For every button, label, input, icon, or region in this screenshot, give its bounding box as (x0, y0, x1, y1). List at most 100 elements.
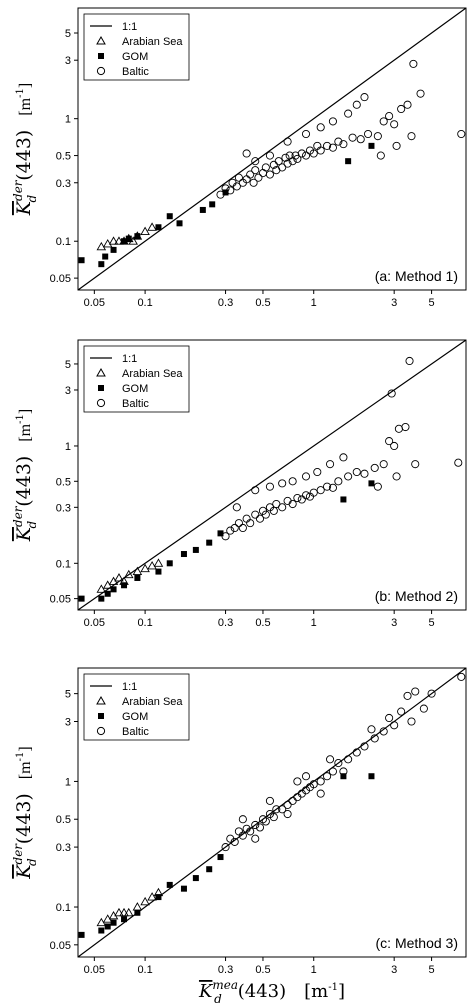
arabian-sea-point (147, 222, 157, 231)
baltic-point (283, 800, 292, 809)
baltic-point (246, 519, 255, 528)
baltic-point (246, 827, 255, 836)
legend-triangle-symbol (96, 367, 106, 377)
plot-frame (77, 667, 467, 958)
legend-label: Baltic (122, 398, 149, 410)
baltic-point (339, 140, 348, 149)
gom-point (102, 253, 109, 260)
baltic-point (403, 100, 412, 109)
panel-2: 0.05 0.1 0.3 0.5 1 3 5 0.05 0.1 0.3 0.5 1 3 5 1:1 Arabi… (50, 339, 467, 629)
x-tick-label: 0.5 (255, 964, 270, 976)
y-tick-label: 0.5 (56, 476, 71, 488)
legend: 1:1 Arabian Sea GOM Baltic (83, 13, 190, 81)
gom-point (121, 582, 128, 589)
baltic-point (407, 717, 416, 726)
gom-point (340, 773, 347, 780)
baltic-point (344, 755, 353, 764)
arabian-sea-point (114, 236, 124, 245)
baltic-point (265, 482, 274, 491)
baltic-point (301, 772, 311, 781)
baltic-point (238, 831, 247, 840)
legend: 1:1 Arabian Sea GOM Baltic (83, 673, 190, 741)
baltic-point (316, 146, 325, 155)
legend-circle-symbol (96, 726, 106, 736)
legend: 1:1 Arabian Sea GOM Baltic (83, 345, 190, 413)
baltic-point (390, 441, 399, 451)
baltic-point (309, 780, 318, 789)
baltic-point (316, 789, 325, 798)
y-tick-label: 1 (65, 776, 71, 788)
gom-point (166, 560, 173, 567)
baltic-point (397, 104, 406, 114)
y-tick-label: 5 (65, 359, 71, 371)
arabian-sea-point (140, 563, 150, 573)
baltic-point (288, 796, 297, 805)
panel-annotation: (b: Method 2) (375, 588, 458, 604)
baltic-point (392, 141, 401, 150)
y-tick-label: 0.1 (56, 236, 71, 248)
baltic-point (254, 173, 263, 182)
svg-text:Kderd(443)[m-1]: Kderd(443)[m-1] (11, 409, 39, 542)
baltic-point (352, 100, 361, 109)
x-tick-label: 5 (429, 297, 435, 309)
x-tick-label: 1 (311, 964, 317, 976)
baltic-point (411, 687, 420, 696)
baltic-point (352, 748, 361, 757)
baltic-point (411, 460, 420, 469)
baltic-point (278, 503, 287, 512)
gom-point (180, 551, 187, 558)
svg-text:Kderd(443)[m-1]: Kderd(443)[m-1] (11, 746, 39, 879)
gom-point (78, 931, 85, 938)
gom-point (192, 546, 199, 553)
y-tick-label: 5 (65, 28, 71, 40)
baltic-point (216, 190, 225, 199)
baltic-point (234, 827, 243, 836)
gom-point (98, 595, 105, 602)
legend-label: 1:1 (122, 353, 137, 365)
baltic-point (313, 467, 322, 477)
baltic-point (344, 109, 353, 118)
y-tick-label: 0.05 (50, 594, 71, 606)
y-tick-label: 1 (65, 114, 71, 126)
baltic-point (232, 503, 241, 512)
y-tick-label: 0.05 (50, 273, 71, 285)
baltic-point (457, 129, 466, 139)
baltic-point (288, 499, 297, 509)
gom-point (217, 854, 224, 861)
baltic-point (356, 135, 365, 144)
gom-point (180, 885, 187, 892)
baltic-point (242, 149, 251, 158)
arabian-sea-point (153, 558, 164, 567)
gom-point (368, 773, 375, 780)
baltic-point (352, 467, 361, 477)
gom-point (199, 206, 206, 213)
y-tick-label: 0.5 (56, 151, 71, 163)
baltic-point (251, 486, 260, 495)
y-axis-title: Kderd(443)[m-1] (11, 746, 39, 879)
y-tick-label: 0.3 (56, 502, 71, 514)
legend-triangle-symbol (96, 35, 106, 45)
x-tick-label: 1 (311, 617, 317, 629)
gom-point (209, 201, 216, 208)
baltic-point (221, 843, 230, 852)
gom-point (104, 590, 111, 597)
legend-label: GOM (122, 383, 148, 395)
baltic-point (297, 495, 306, 504)
plot-frame (77, 339, 467, 611)
baltic-point (234, 519, 243, 528)
baltic-point (328, 117, 337, 126)
gom-point (206, 539, 213, 546)
baltic-point (379, 117, 388, 126)
x-tick-label: 0.3 (218, 964, 233, 976)
baltic-point (251, 166, 260, 175)
baltic-point (360, 742, 369, 751)
legend-label: 1:1 (122, 21, 137, 33)
baltic-point (251, 157, 260, 166)
arabian-sea-point (147, 561, 157, 570)
x-tick-label: 0.05 (84, 297, 105, 309)
baltic-point (379, 727, 388, 736)
baltic-point (385, 713, 394, 723)
baltic-point (255, 823, 265, 832)
gom-point (192, 875, 199, 882)
gom-point (340, 496, 347, 503)
